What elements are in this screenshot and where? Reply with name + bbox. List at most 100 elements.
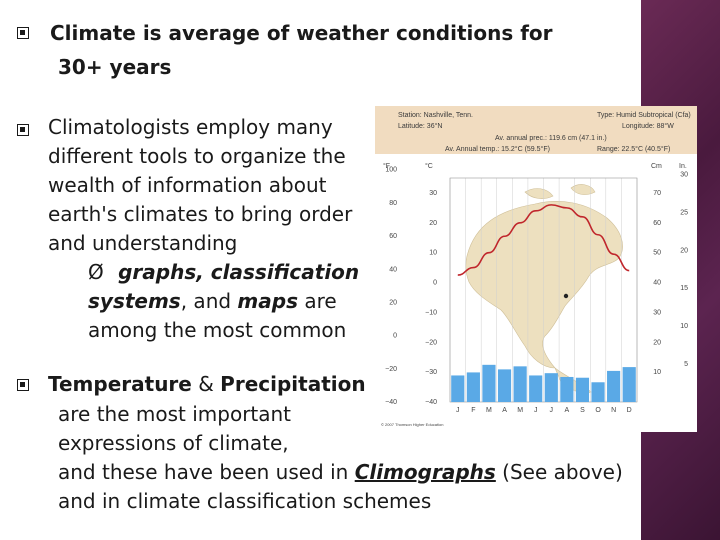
bullet1-line1: Climate is average of weather conditions… bbox=[50, 21, 553, 45]
annual-temp-label: Av. Annual temp.: 15.2°C (59.5°F) bbox=[445, 145, 550, 153]
latitude-label: Latitude: 36°N bbox=[398, 122, 442, 130]
celsius-tick: 10 bbox=[429, 250, 437, 257]
cm-tick: 10 bbox=[653, 369, 661, 376]
month-label: M bbox=[486, 407, 492, 414]
precip-bar bbox=[560, 376, 574, 402]
sub-bullet-and: , and bbox=[180, 289, 238, 313]
climograph-svg: Station: Nashville, Tenn. Latitude: 36°N… bbox=[375, 106, 697, 432]
bullet2-line3: wealth of information about bbox=[48, 173, 327, 197]
celsius-tick: 20 bbox=[429, 220, 437, 227]
station-marker bbox=[563, 293, 569, 299]
precip-bar bbox=[591, 382, 605, 402]
chart-credit: © 2007 Thomson Higher Education bbox=[381, 422, 443, 427]
bullet3-line3: expressions of climate, bbox=[58, 431, 289, 455]
month-label: F bbox=[471, 407, 475, 414]
month-label: D bbox=[627, 407, 632, 414]
climographs-link[interactable]: Climographs bbox=[354, 460, 496, 484]
month-label: J bbox=[456, 407, 460, 414]
sub-bullet-line3: among the most common bbox=[88, 318, 347, 342]
bullet3-precipitation: Precipitation bbox=[220, 372, 366, 396]
bullet3-ampersand: & bbox=[191, 372, 221, 396]
fahrenheit-tick: −20 bbox=[385, 366, 397, 373]
precip-bar bbox=[622, 367, 636, 402]
cm-tick: 30 bbox=[653, 309, 661, 316]
celsius-tick: −40 bbox=[425, 399, 437, 406]
unit-cm: Cm bbox=[651, 163, 662, 170]
celsius-tick: 30 bbox=[429, 190, 437, 197]
sub-bullet-maps: maps bbox=[237, 289, 298, 313]
month-label: N bbox=[611, 407, 616, 414]
month-label: A bbox=[502, 407, 507, 414]
bullet3-line2: are the most important bbox=[58, 402, 292, 426]
precip-bar bbox=[466, 372, 480, 402]
bullet-marker-1 bbox=[17, 27, 29, 39]
cm-tick: 70 bbox=[653, 190, 661, 197]
range-label: Range: 22.5°C (40.5°F) bbox=[597, 145, 670, 153]
celsius-tick: −30 bbox=[425, 369, 437, 376]
fahrenheit-tick: 80 bbox=[389, 200, 397, 207]
precip-bar bbox=[497, 369, 512, 402]
inch-tick: 15 bbox=[680, 285, 688, 292]
cm-tick: 60 bbox=[653, 220, 661, 227]
month-label: O bbox=[595, 407, 601, 414]
arrow-bullet-icon: Ø bbox=[88, 260, 104, 284]
cm-tick: 20 bbox=[653, 339, 661, 346]
month-label: J bbox=[534, 407, 538, 414]
annual-precip-label: Av. annual prec.: 119.6 cm (47.1 in.) bbox=[495, 135, 607, 142]
month-label: J bbox=[550, 407, 554, 414]
sub-bullet-line1: Ø graphs, classification bbox=[88, 258, 359, 287]
bullet2-line2: different tools to organize the bbox=[48, 144, 346, 168]
inch-tick: 10 bbox=[680, 323, 688, 330]
fahrenheit-tick: −40 bbox=[385, 399, 397, 406]
sub-bullet-systems: systems bbox=[88, 289, 181, 313]
bullet3-line4-start: and these have been used in bbox=[58, 460, 355, 484]
celsius-tick: −10 bbox=[425, 309, 437, 316]
climograph-header bbox=[375, 106, 697, 154]
temperature-line bbox=[457, 204, 630, 276]
inch-tick: 20 bbox=[680, 247, 688, 254]
month-label: S bbox=[580, 407, 585, 414]
bullet2-line4: earth's climates to bring order bbox=[48, 202, 353, 226]
bullet-marker-3 bbox=[17, 379, 29, 391]
inch-tick: 30 bbox=[680, 171, 688, 178]
cm-tick: 40 bbox=[653, 280, 661, 287]
cm-tick: 50 bbox=[653, 250, 661, 257]
unit-f: °F bbox=[383, 162, 390, 170]
plot-frame bbox=[449, 177, 638, 403]
precip-bar bbox=[529, 375, 543, 402]
fahrenheit-tick: 0 bbox=[393, 333, 397, 340]
unit-in: In. bbox=[679, 163, 687, 170]
bullet1-line2: 30+ years bbox=[58, 55, 172, 79]
precip-bar bbox=[482, 364, 496, 402]
precip-bar bbox=[544, 373, 558, 402]
month-label: M bbox=[517, 407, 523, 414]
sub-bullet-italic: graphs, classification bbox=[118, 260, 360, 284]
celsius-tick: −20 bbox=[425, 339, 437, 346]
bullet3-line1: Temperature & Precipitation bbox=[48, 370, 366, 399]
north-america-map bbox=[465, 184, 623, 394]
bullet3-line4: and these have been used in Climographs … bbox=[58, 458, 623, 487]
month-label: A bbox=[565, 407, 570, 414]
precip-bar bbox=[607, 370, 621, 402]
station-label: Station: Nashville, Tenn. bbox=[398, 112, 473, 119]
sub-bullet-line2: systems, and maps are bbox=[88, 287, 337, 316]
unit-c: °C bbox=[425, 162, 433, 170]
type-label: Type: Humid Subtropical (Cfa) bbox=[597, 112, 691, 119]
bullet2-line5: and understanding bbox=[48, 231, 238, 255]
fahrenheit-tick: 20 bbox=[389, 299, 397, 306]
bullet3-line4-end: (See above) bbox=[495, 460, 623, 484]
fahrenheit-tick: 100 bbox=[385, 167, 397, 174]
climograph-figure: Station: Nashville, Tenn. Latitude: 36°N… bbox=[375, 106, 697, 432]
longitude-label: Longitude: 88°W bbox=[622, 122, 674, 130]
precip-bar bbox=[513, 366, 527, 402]
precip-bar bbox=[575, 377, 590, 402]
bullet3-temperature: Temperature bbox=[48, 372, 192, 396]
bullet3-line5: and in climate classification schemes bbox=[58, 489, 432, 513]
sub-bullet-are: are bbox=[297, 289, 337, 313]
bullet-marker-2 bbox=[17, 124, 29, 136]
bullet2-line1: Climatologists employ many bbox=[48, 115, 333, 139]
inch-tick: 25 bbox=[680, 209, 688, 216]
fahrenheit-tick: 40 bbox=[389, 266, 397, 273]
precip-bar bbox=[451, 375, 465, 402]
inch-tick: 5 bbox=[684, 361, 688, 368]
